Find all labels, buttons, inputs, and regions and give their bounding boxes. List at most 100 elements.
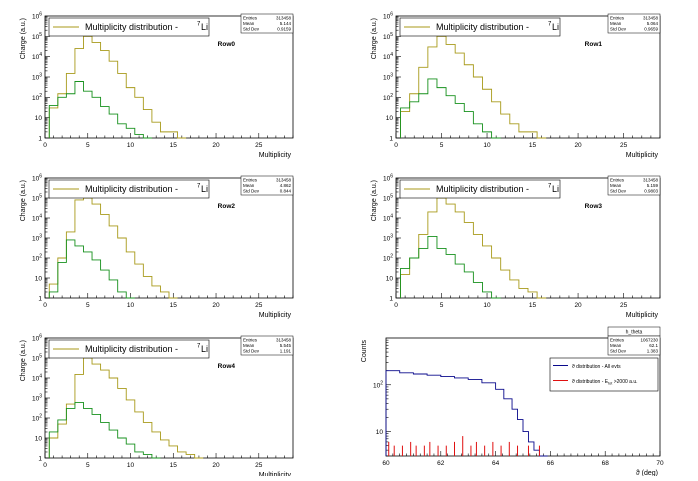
x-tick-label: 0 bbox=[394, 302, 398, 309]
y-tick-label: 102 bbox=[383, 93, 393, 102]
legend-element: Li bbox=[552, 184, 559, 194]
y-tick-label: 1 bbox=[38, 296, 42, 303]
y-tick-label: 102 bbox=[32, 254, 42, 263]
legend-entry: ϑ distribution - Etot >2000 a.u. bbox=[572, 379, 638, 386]
x-axis-title: Multiplicity bbox=[259, 472, 292, 476]
row-label: Row1 bbox=[585, 41, 603, 48]
x-tick-label: 20 bbox=[212, 142, 220, 149]
legend-label: Multiplicity distribution - bbox=[85, 184, 178, 194]
stats-label: Entries bbox=[610, 338, 625, 343]
legend-entry: ϑ distribution - All evts bbox=[572, 364, 621, 370]
x-tick-label: 20 bbox=[574, 302, 582, 309]
stats-value: 1.383 bbox=[647, 349, 659, 354]
y-tick-label: 103 bbox=[32, 394, 42, 403]
x-tick-label: 25 bbox=[620, 302, 628, 309]
y-tick-label: 104 bbox=[32, 374, 42, 383]
stats-value: 313458 bbox=[643, 16, 659, 21]
x-tick-label: 0 bbox=[43, 142, 47, 149]
stats-value: 62.1 bbox=[649, 343, 658, 348]
legend-element: Li bbox=[201, 22, 208, 32]
x-tick-label: 0 bbox=[43, 302, 47, 309]
stats-label: Std Dev bbox=[243, 27, 260, 32]
y-tick-label: 106 bbox=[383, 12, 393, 21]
row-label: Row0 bbox=[218, 41, 236, 48]
stats-label: Entries bbox=[243, 338, 258, 343]
x-tick-label: 10 bbox=[483, 302, 491, 309]
y-tick-label: 105 bbox=[383, 32, 393, 41]
stats-label: Entries bbox=[243, 16, 258, 21]
y-tick-label: 103 bbox=[383, 73, 393, 82]
stats-value: 0.844 bbox=[280, 189, 292, 194]
x-tick-label: 68 bbox=[602, 460, 610, 467]
y-tick-label: 105 bbox=[32, 194, 42, 203]
y-tick-label: 106 bbox=[383, 174, 393, 183]
x-tick-label: 20 bbox=[212, 462, 220, 469]
stats-label: Std Dev bbox=[243, 189, 260, 194]
x-tick-label: 20 bbox=[212, 302, 220, 309]
stats-title: h_theta bbox=[626, 330, 643, 336]
stats-label: Std Dev bbox=[610, 189, 627, 194]
y-axis-title: Counts bbox=[361, 340, 368, 363]
x-axis-title: ϑ (deg) bbox=[636, 470, 658, 476]
x-tick-label: 0 bbox=[43, 462, 47, 469]
stats-value: 313458 bbox=[276, 338, 292, 343]
stats-value: 5.064 bbox=[647, 21, 659, 26]
y-tick-label: 106 bbox=[32, 174, 42, 183]
y-tick-label: 102 bbox=[32, 93, 42, 102]
x-tick-label: 15 bbox=[170, 142, 178, 149]
y-tick-label: 104 bbox=[32, 52, 42, 61]
x-tick-label: 60 bbox=[382, 460, 390, 467]
series-line-green bbox=[401, 79, 501, 138]
y-tick-label: 105 bbox=[32, 32, 42, 41]
stats-label: Mean bbox=[610, 183, 622, 188]
x-tick-label: 62 bbox=[437, 460, 445, 467]
legend-label: Multiplicity distribution - bbox=[436, 22, 529, 32]
x-tick-label: 10 bbox=[127, 142, 135, 149]
stats-label: Entries bbox=[610, 16, 625, 21]
y-tick-label: 103 bbox=[383, 234, 393, 243]
x-tick-label: 0 bbox=[394, 142, 398, 149]
stats-label: Mean bbox=[610, 343, 622, 348]
stats-label: Entries bbox=[243, 178, 258, 183]
y-tick-label: 102 bbox=[373, 380, 383, 389]
x-tick-label: 15 bbox=[529, 142, 537, 149]
x-axis-title: Multiplicity bbox=[259, 152, 292, 159]
series-line-green bbox=[49, 240, 135, 298]
x-tick-label: 15 bbox=[170, 462, 178, 469]
stats-value: 313458 bbox=[643, 178, 659, 183]
stats-label: Mean bbox=[610, 21, 622, 26]
stats-value: 313458 bbox=[276, 16, 292, 21]
legend-element: Li bbox=[201, 184, 208, 194]
x-tick-label: 25 bbox=[255, 142, 263, 149]
legend-element: Li bbox=[552, 22, 559, 32]
stats-value: 5.159 bbox=[647, 183, 659, 188]
stats-value: 4.862 bbox=[280, 183, 292, 188]
row-label: Row3 bbox=[585, 203, 603, 210]
stats-label: Std Dev bbox=[610, 27, 627, 32]
y-tick-label: 10 bbox=[35, 436, 43, 443]
x-tick-label: 70 bbox=[656, 460, 664, 467]
legend-label: Multiplicity distribution - bbox=[85, 22, 178, 32]
stats-value: 313458 bbox=[276, 178, 292, 183]
x-tick-label: 5 bbox=[86, 462, 90, 469]
series-line-green bbox=[49, 402, 160, 458]
stats-label: Mean bbox=[243, 343, 255, 348]
y-tick-label: 10 bbox=[386, 115, 394, 122]
x-tick-label: 10 bbox=[483, 142, 491, 149]
y-tick-label: 104 bbox=[383, 52, 393, 61]
legend: ϑ distribution - All evts ϑ distribution … bbox=[550, 358, 658, 391]
y-tick-label: 1 bbox=[389, 296, 393, 303]
